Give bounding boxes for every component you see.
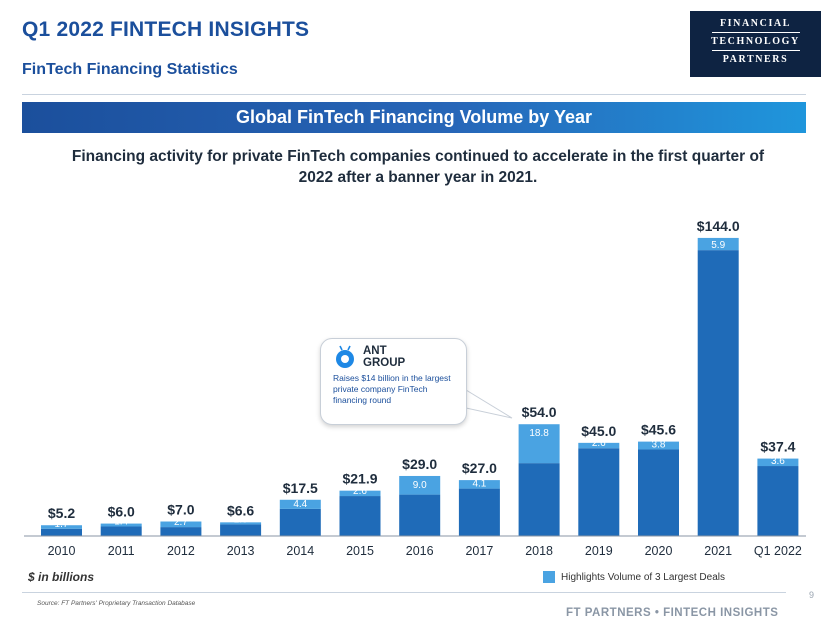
total-value-label: $6.0 [108,504,135,520]
highlight-value-label: 1.0 [234,514,248,525]
x-tick-label: 2016 [406,544,434,558]
x-tick-label: 2017 [465,544,493,558]
ant-group-callout: ANT GROUP Raises $14 billion in the larg… [320,338,467,425]
page-subtitle: FinTech Financing Statistics [22,61,238,78]
bar-base-2013 [220,524,262,536]
bar-base-2017 [458,488,500,536]
logo-divider [711,32,800,33]
x-tick-label: 2011 [108,544,135,558]
bar-base-2020 [638,449,679,536]
bar-highlight-Q1 2022 [757,458,799,467]
logo-divider [711,50,800,51]
logo-line-2: TECHNOLOGY [711,36,800,47]
total-value-label: $21.9 [342,471,377,487]
ant-group-logo-icon [336,345,354,368]
ant-group-description: Raises $14 billion in the largest privat… [333,373,451,405]
x-tick-label: 2010 [48,544,76,558]
bar-base-2018 [518,463,560,536]
bar-base-2016 [399,494,441,536]
total-value-label: $45.0 [581,423,616,439]
x-tick-label: 2012 [167,544,195,558]
total-value-label: $5.2 [48,505,75,521]
highlight-value-label: 2.6 [592,438,606,449]
highlight-value-label: 1.7 [55,519,69,530]
total-value-label: $45.6 [641,422,676,438]
chart-legend: Highlights Volume of 3 Largest Deals [543,571,725,583]
total-value-label: $54.0 [522,404,557,420]
highlight-value-label: 2.6 [353,486,367,497]
bar-base-2021 [697,250,739,536]
highlight-value-label: 4.1 [472,479,486,490]
chart-title-banner: Global FinTech Financing Volume by Year [22,102,806,133]
bar-base-2015 [339,496,381,536]
ant-group-header: ANT GROUP [333,345,458,369]
bar-base-Q1 2022 [757,466,799,536]
bar-highlight-2020 [638,441,679,450]
total-value-label: $7.0 [167,502,194,518]
x-tick-label: 2019 [585,544,613,558]
x-tick-label: 2013 [227,544,255,558]
x-tick-label: 2020 [645,544,673,558]
bar-highlight-2012 [160,521,202,528]
total-value-label: $37.4 [760,439,795,455]
bar-base-2019 [578,448,620,536]
legend-swatch [543,571,555,583]
callout-pointer [465,389,513,419]
page-number: 9 [809,590,815,600]
company-logo: FINANCIAL TECHNOLOGY PARTNERS [690,11,821,77]
x-tick-label: 2015 [346,544,374,558]
bar-base-2012 [160,527,202,536]
highlight-value-label: 3.6 [771,456,785,467]
bar-base-2010 [41,528,82,536]
total-value-label: $17.5 [283,480,318,496]
total-value-label: $144.0 [697,218,740,234]
highlight-value-label: 2.7 [174,517,188,528]
bar-base-2014 [279,508,321,536]
bar-base-2011 [100,526,142,536]
units-note: $ in billions [28,570,95,584]
bar-highlight-2011 [100,523,142,527]
bar-highlight-2010 [41,525,82,529]
highlight-value-label: 9.0 [413,480,427,491]
bar-highlight-2015 [339,490,381,497]
highlight-value-label: 18.8 [529,428,549,439]
footer-brand: FT PARTNERS • FINTECH INSIGHTS [566,607,779,619]
bar-highlight-2014 [279,499,321,509]
bar-highlight-2013 [220,522,262,525]
footer-divider [22,592,786,593]
legend-label: Highlights Volume of 3 Largest Deals [561,571,725,583]
logo-line-1: FINANCIAL [719,18,792,29]
highlight-value-label: 3.8 [652,439,666,450]
bar-highlight-2016 [399,475,441,495]
total-value-label: $6.6 [227,502,254,518]
total-value-label: $27.0 [462,460,497,476]
logo-line-3: PARTNERS [722,54,789,65]
bar-highlight-2018 [518,424,560,464]
bar-highlight-2019 [578,442,620,449]
bar-highlight-2017 [458,480,500,489]
bar-highlight-2021 [697,237,739,251]
ant-group-name: ANT GROUP [363,345,406,369]
source-note: Source: FT Partners' Proprietary Transac… [37,600,196,607]
x-tick-label: Q1 2022 [754,544,802,558]
page-title: Q1 2022 FINTECH INSIGHTS [22,18,310,41]
chart-headline: Financing activity for private FinTech c… [71,148,765,186]
total-value-label: $29.0 [402,456,437,472]
x-tick-label: 2014 [286,544,314,558]
x-tick-label: 2021 [704,544,732,558]
highlight-value-label: 1.4 [114,516,128,527]
highlight-value-label: 4.4 [293,499,307,510]
x-tick-label: 2018 [525,544,553,558]
header-divider [22,94,806,95]
highlight-value-label: 5.9 [711,240,725,251]
